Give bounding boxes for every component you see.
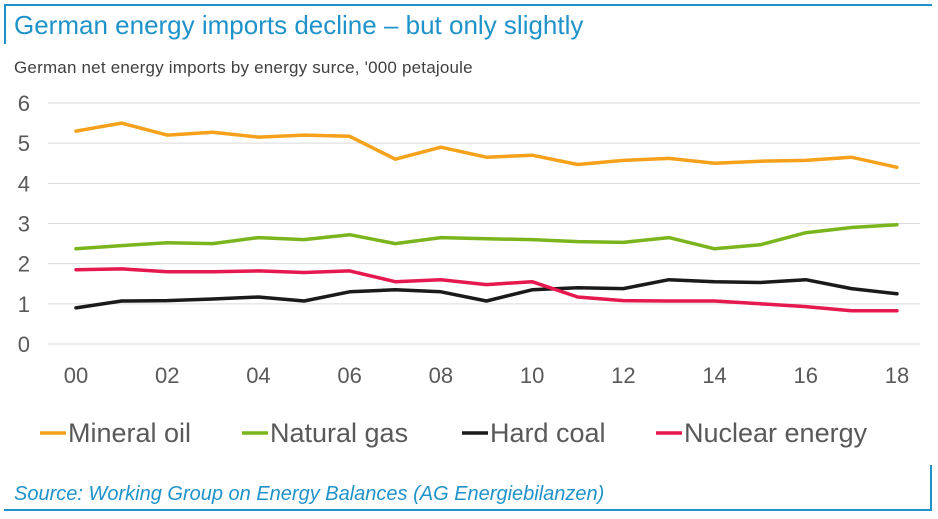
x-tick-label: 02	[155, 363, 179, 388]
source-frame	[4, 465, 932, 511]
legend-label: Mineral oil	[68, 418, 191, 448]
x-tick-label: 08	[429, 363, 453, 388]
y-tick-label: 1	[18, 292, 30, 317]
legend-label: Nuclear energy	[684, 418, 868, 448]
y-tick-label: 6	[18, 91, 30, 116]
legend-label: Hard coal	[490, 418, 606, 448]
series-line-natural-gas	[74, 222, 899, 251]
y-tick-label: 2	[18, 252, 30, 277]
x-tick-label: 12	[611, 363, 635, 388]
y-tick-label: 3	[18, 212, 30, 237]
series-line-hard-coal	[74, 277, 899, 310]
y-tick-label: 4	[18, 171, 30, 196]
y-tick-label: 5	[18, 131, 30, 156]
x-tick-label: 00	[64, 363, 88, 388]
legend-label: Natural gas	[270, 418, 408, 448]
title-frame	[4, 4, 932, 44]
x-tick-label: 18	[885, 363, 909, 388]
x-tick-label: 04	[246, 363, 270, 388]
source-note: Source: Working Group on Energy Balances…	[14, 483, 605, 505]
chart-title: German energy imports decline – but only…	[14, 10, 584, 40]
x-tick-label: 14	[702, 363, 726, 388]
x-tick-label: 16	[794, 363, 818, 388]
y-tick-label: 0	[18, 332, 30, 357]
chart-subtitle: German net energy imports by energy surc…	[14, 58, 473, 77]
series-line-nuclear-energy	[74, 267, 899, 313]
x-tick-label: 06	[337, 363, 361, 388]
series-line-mineral-oil	[74, 121, 899, 170]
x-tick-label: 10	[520, 363, 544, 388]
